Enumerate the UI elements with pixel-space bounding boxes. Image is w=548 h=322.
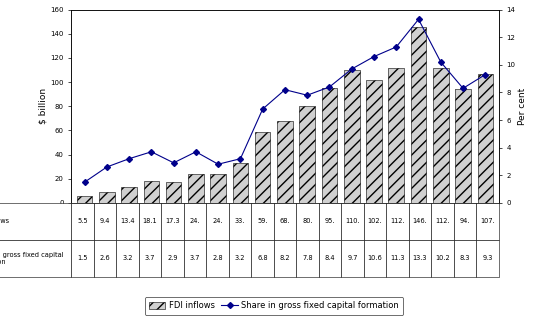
Bar (233, 163, 248, 203)
Bar (188, 174, 204, 203)
Y-axis label: Per cent: Per cent (518, 88, 527, 125)
Bar (433, 68, 449, 203)
Bar (121, 187, 137, 203)
Bar (366, 80, 382, 203)
Bar (389, 68, 404, 203)
Bar (455, 90, 471, 203)
Bar (299, 106, 315, 203)
Bar (99, 192, 115, 203)
Bar (144, 181, 159, 203)
Bar (255, 132, 271, 203)
Legend: FDI inflows, Share in gross fixed capital formation: FDI inflows, Share in gross fixed capita… (145, 297, 403, 315)
Bar (411, 27, 426, 203)
Bar (322, 88, 337, 203)
Bar (477, 74, 493, 203)
Bar (210, 174, 226, 203)
Bar (344, 70, 359, 203)
Bar (166, 182, 181, 203)
Bar (277, 121, 293, 203)
Y-axis label: $ billion: $ billion (38, 88, 47, 124)
Bar (77, 196, 93, 203)
